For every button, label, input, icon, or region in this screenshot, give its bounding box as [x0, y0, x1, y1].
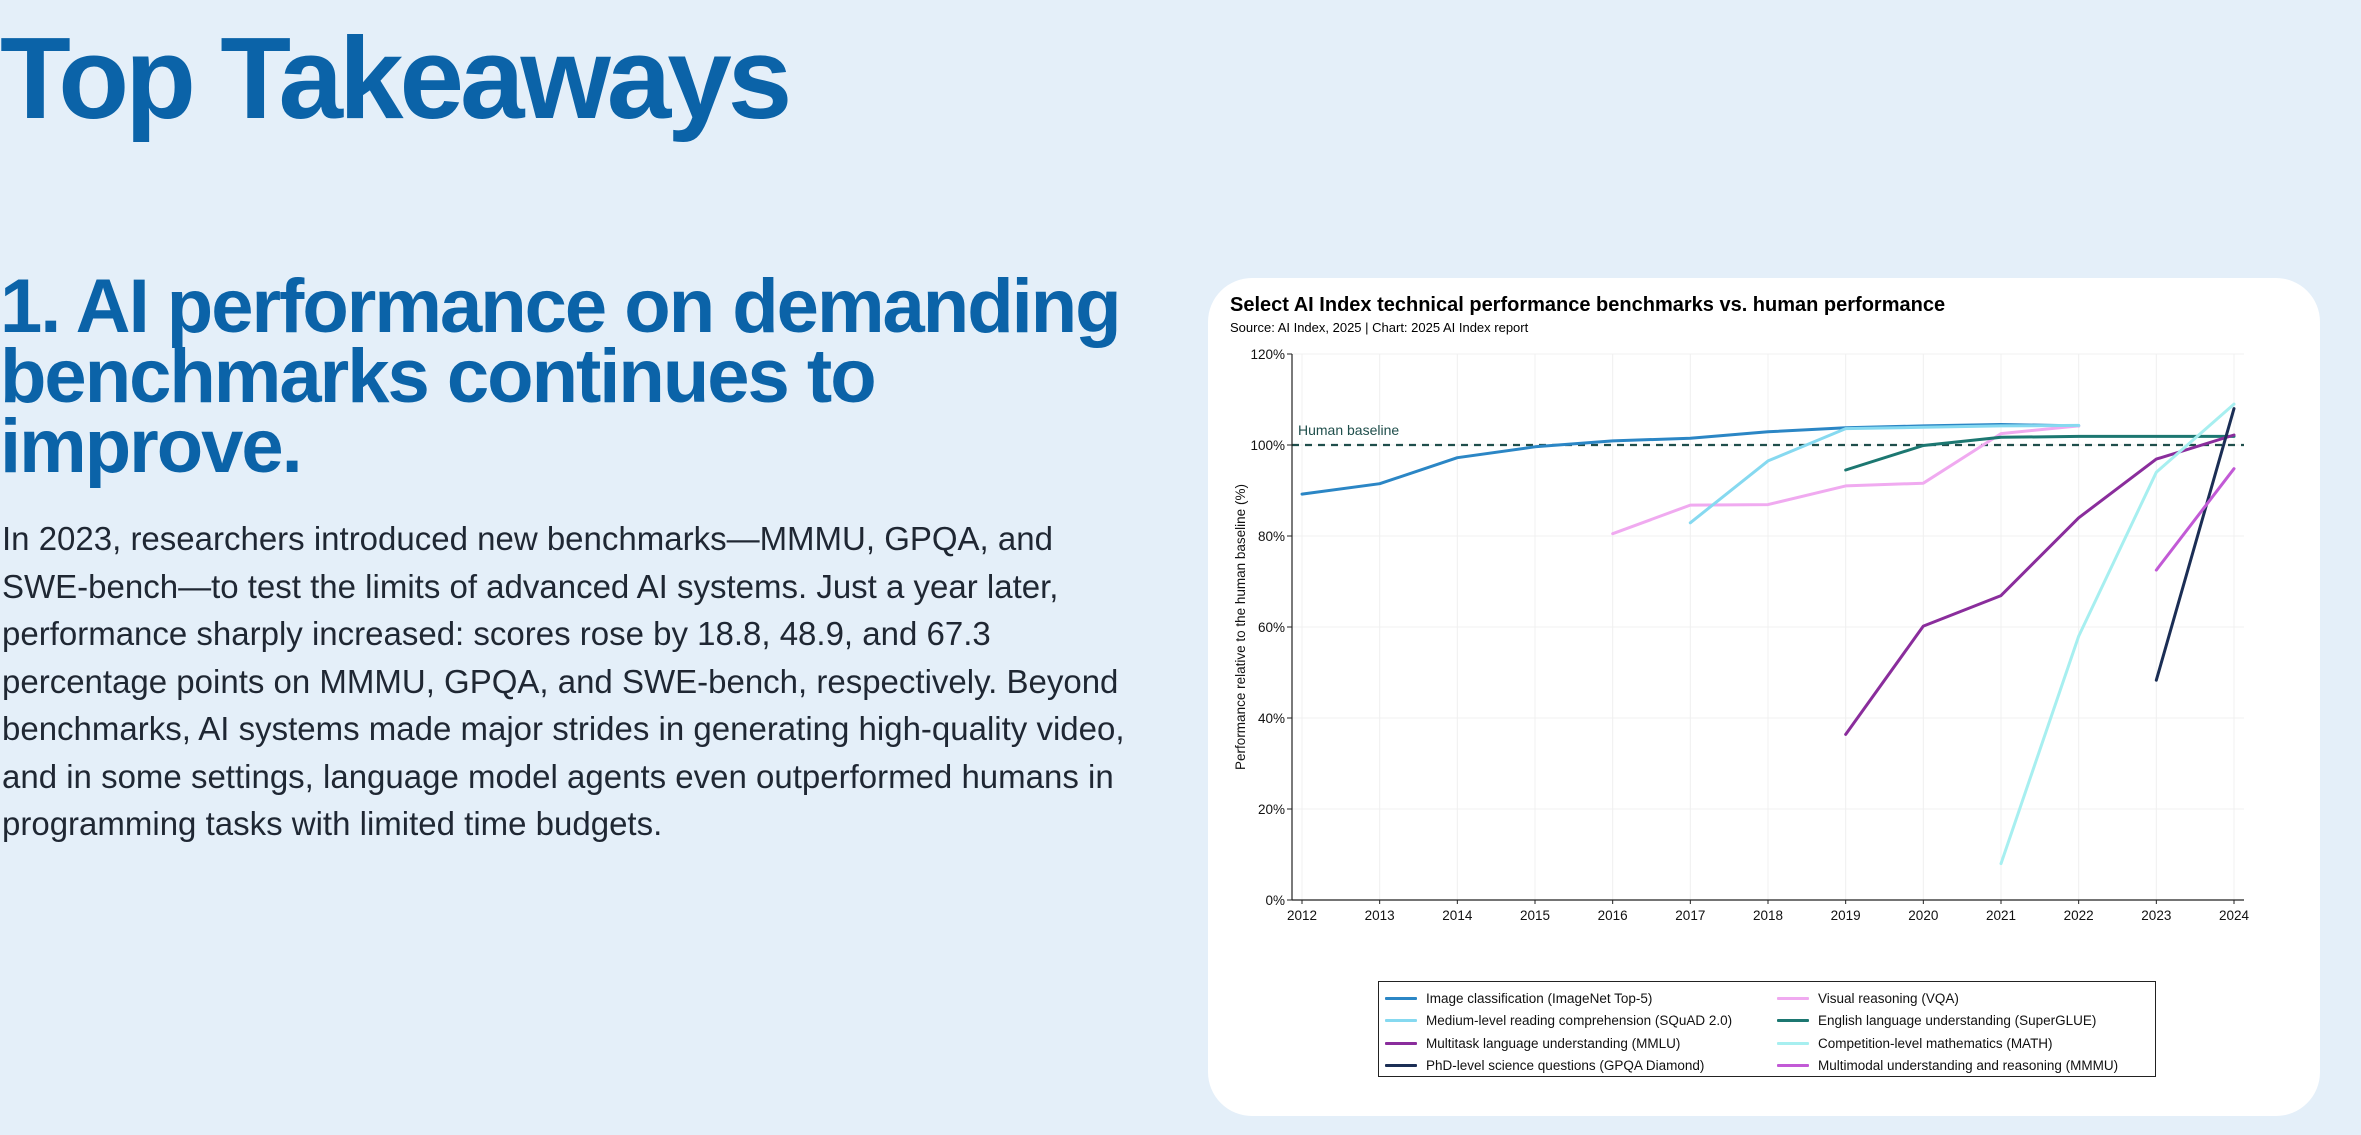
x-tick-label: 2012	[1287, 908, 1317, 923]
x-tick-label: 2015	[1520, 908, 1550, 923]
chart-title: Select AI Index technical performance be…	[1230, 294, 1946, 316]
x-tick-label: 2013	[1365, 908, 1395, 923]
y-tick-label: 60%	[1258, 620, 1285, 635]
legend-label: PhD-level science questions (GPQA Diamon…	[1426, 1058, 1705, 1074]
series-line-6	[1999, 402, 2236, 866]
series-line-7	[2154, 407, 2236, 682]
x-tick-label: 2024	[2219, 908, 2250, 923]
legend-item: Visual reasoning (VQA)	[1774, 987, 2158, 1010]
legend-label: Multimodal understanding and reasoning (…	[1818, 1058, 2119, 1074]
series-line-5	[1844, 433, 2236, 736]
series-line-2	[1611, 424, 2081, 536]
human-baseline-layer: Human baseline	[1292, 422, 2244, 447]
x-tick-label: 2017	[1675, 908, 1705, 923]
x-tick-label: 2020	[1908, 908, 1938, 923]
y-tick-label: 0%	[1265, 893, 1285, 908]
legend-item: Competition-level mathematics (MATH)	[1774, 1032, 2158, 1055]
legend-label: Image classification (ImageNet Top-5)	[1426, 990, 1653, 1006]
legend-label: Medium-level reading comprehension (SQuA…	[1426, 1013, 1733, 1029]
legend-swatch	[1385, 1064, 1417, 1068]
axes: 0% 20% 40% 60% 80% 100% 120% 2012 2013 2014 2015 20…	[1233, 347, 2250, 923]
legend-item: Multitask language understanding (MMLU)	[1382, 1032, 1774, 1055]
legend-item: Image classification (ImageNet Top-5)	[1382, 987, 1774, 1010]
line-chart: Human baseline 0% 20% 40% 60% 80% 100% 120% 201…	[1233, 347, 2250, 923]
section-body: In 2023, researchers introduced new benc…	[2, 520, 1125, 842]
section-heading: 1. AI performance on demanding benchmark…	[0, 264, 1122, 489]
page-title: Top Takeaways	[0, 13, 792, 143]
y-tick-label: 40%	[1258, 711, 1285, 726]
x-tick-label: 2023	[2141, 908, 2171, 923]
y-axis-label: Performance relative to the human baseli…	[1233, 484, 1248, 770]
human-baseline-label: Human baseline	[1298, 422, 1399, 438]
chart-source: Source: AI Index, 2025 | Chart: 2025 AI …	[1230, 320, 1529, 335]
legend-label: English language understanding (SuperGLU…	[1818, 1013, 2097, 1029]
y-tick-label: 100%	[1250, 438, 1285, 453]
x-tick-label: 2016	[1598, 908, 1628, 923]
legend-item: Medium-level reading comprehension (SQuA…	[1382, 1010, 1774, 1033]
legend-label: Multitask language understanding (MMLU)	[1426, 1035, 1681, 1051]
x-tick-label: 2018	[1753, 908, 1783, 923]
series-lines	[1300, 402, 2236, 866]
legend-swatch	[1777, 1041, 1809, 1045]
chart-legend: Image classification (ImageNet Top-5) Vis…	[1378, 981, 2156, 1077]
legend-item: PhD-level science questions (GPQA Diamon…	[1382, 1055, 1774, 1078]
x-tick-label: 2022	[2064, 908, 2094, 923]
x-tick-label: 2021	[1986, 908, 2016, 923]
legend-swatch	[1777, 1019, 1809, 1023]
chart-card: Human baseline 0% 20% 40% 60% 80% 100% 120% 201…	[1208, 278, 2320, 1116]
legend-label: Competition-level mathematics (MATH)	[1818, 1035, 2053, 1051]
legend-swatch	[1777, 1064, 1809, 1068]
legend-swatch	[1385, 1019, 1417, 1023]
series-line-8	[2154, 467, 2236, 572]
legend-label: Visual reasoning (VQA)	[1818, 990, 1959, 1006]
series-line-3	[1688, 423, 2081, 525]
y-tick-label: 80%	[1258, 529, 1285, 544]
legend-item: English language understanding (SuperGLU…	[1774, 1010, 2158, 1033]
x-tick-label: 2014	[1442, 908, 1473, 923]
y-tick-label: 120%	[1250, 347, 1285, 362]
legend-item: Multimodal understanding and reasoning (…	[1774, 1055, 2158, 1078]
series-line-4	[1844, 434, 2236, 472]
legend-swatch	[1777, 996, 1809, 1000]
x-tick-label: 2019	[1831, 908, 1861, 923]
legend-swatch	[1385, 1041, 1417, 1045]
legend-swatch	[1385, 996, 1417, 1000]
y-tick-label: 20%	[1258, 802, 1285, 817]
